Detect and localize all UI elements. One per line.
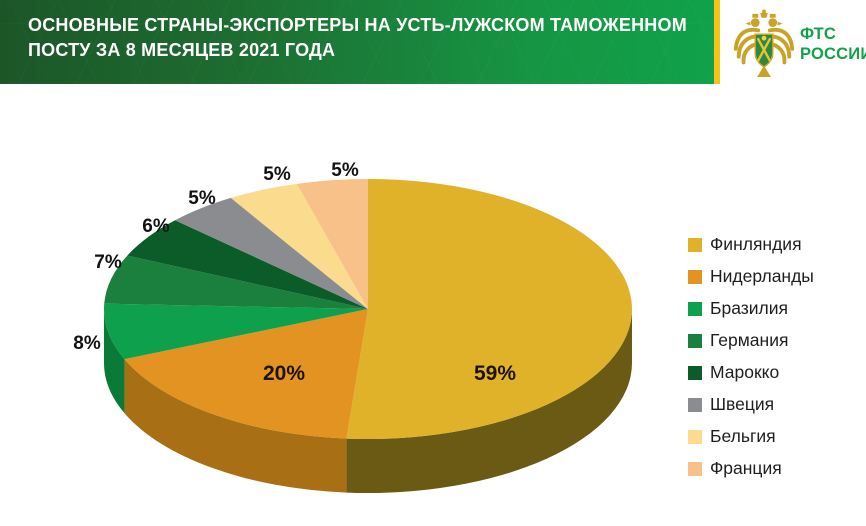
legend-label-Финляндия: Финляндия [710,234,802,255]
eagle-left-crown [752,13,759,18]
legend-item-Финляндия: Финляндия [688,229,814,261]
eagle-right-wing-feather [767,27,795,51]
legend-swatch-Бельгия [688,430,702,444]
pie-slice-label-Нидерланды: 20% [262,362,306,385]
pie-slice-Франция [296,179,368,309]
shield-torch [756,37,772,62]
pie-slice-side-Финляндия [346,309,632,493]
eagle-center-crown [760,12,768,18]
pie-slice-Бразилия [104,303,369,360]
pie-slice-label-Бельгия: 5% [263,164,291,185]
header-gradient-band: ОСНОВНЫЕ СТРАНЫ-ЭКСПОРТЕРЫ НА УСТЬ-ЛУЖСК… [0,0,714,84]
chart-legend: Финляндия Нидерланды Бразилия Германия Марок… [688,229,814,485]
pie-slice-side-Нидерланды [124,359,347,493]
pie-slice-Марокко [127,220,368,309]
gold-accent-stripe [714,0,720,84]
logo-text-line-1: ФТС [800,25,837,43]
logo-text: ФТС РОССИИ [800,24,866,64]
eagle-tail [757,65,771,78]
legend-item-Марокко: Марокко [688,357,814,389]
legend-label-Франция: Франция [710,458,782,479]
legend-swatch-Германия [688,334,702,348]
eagle-left-head [750,18,760,27]
legend-label-Бразилия: Бразилия [710,298,789,319]
legend-label-Бельгия: Бельгия [710,426,776,447]
legend-item-Швеция: Швеция [688,389,814,421]
logo-text-line-2: РОССИИ [800,45,866,63]
pie-slice-Швеция [175,197,368,309]
shield-flame [761,35,767,41]
eagle-right-head [768,18,778,27]
pie-slice-Финляндия [346,179,633,439]
legend-item-Франция: Франция [688,453,814,485]
pie-slice-label-Финляндия: 59% [473,362,517,385]
legend-item-Нидерланды: Нидерланды [688,261,814,293]
legend-swatch-Швеция [688,398,702,412]
customs-eagle-emblem-icon [733,9,795,78]
legend-label-Марокко: Марокко [710,362,780,383]
legend-swatch-Бразилия [688,302,702,316]
legend-swatch-Марокко [688,366,702,380]
eagle-crown-orb [762,9,766,14]
pie-slice-Бельгия [230,183,368,309]
legend-item-Бельгия: Бельгия [688,421,814,453]
eagle-right-crown [769,13,776,18]
legend-label-Германия: Германия [710,330,789,351]
pie-slice-label-Бразилия: 8% [73,333,101,354]
logo-area: ФТС РОССИИ [720,0,866,84]
eagle-right-beak [777,21,783,26]
legend-item-Германия: Германия [688,325,814,357]
eagle-left-wing-feather [733,27,761,51]
legend-item-Бразилия: Бразилия [688,293,814,325]
pie-slice-Нидерланды [124,309,368,439]
pie-slice-label-Марокко: 6% [142,216,170,237]
pie-slice-side-Бразилия [104,309,125,414]
pie-side-walls [104,309,632,493]
pie-slice-label-Швеция: 5% [188,188,216,209]
legend-label-Нидерланды: Нидерланды [710,266,814,287]
header-banner: ОСНОВНЫЕ СТРАНЫ-ЭКСПОРТЕРЫ НА УСТЬ-ЛУЖСК… [0,0,866,84]
pie-slice-Германия [104,255,368,309]
legend-swatch-Финляндия [688,238,702,252]
pie-slice-label-Германия: 7% [94,252,122,273]
pie-top-faces [104,179,633,439]
legend-swatch-Нидерланды [688,270,702,284]
eagle-left-beak [745,21,751,26]
legend-label-Швеция: Швеция [710,394,775,415]
pie-slice-label-Франция: 5% [331,160,359,181]
legend-swatch-Франция [688,462,702,476]
